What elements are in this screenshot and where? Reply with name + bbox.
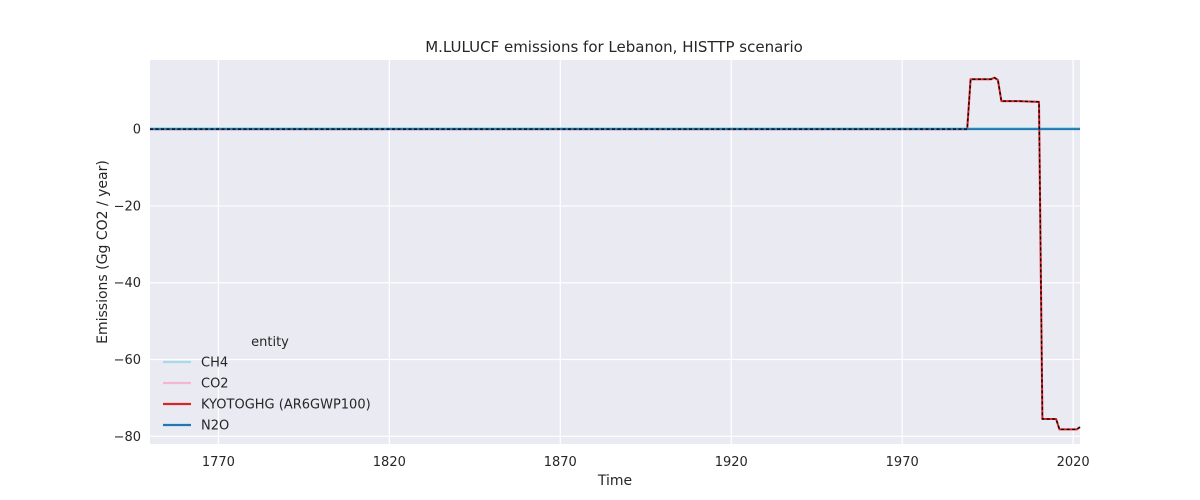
legend-label: KYOTOGHG (AR6GWP100)	[201, 398, 371, 413]
y-axis-ticks: 0 −20 −40 −60 −80	[114, 123, 141, 445]
series-layer	[150, 76, 1081, 431]
x-tick-label: 2020	[1057, 455, 1090, 470]
legend-label: N2O	[201, 419, 229, 434]
y-tick-label: −80	[114, 430, 141, 445]
series-line-total-dashed	[150, 77, 1081, 431]
x-axis-label: Time	[597, 473, 632, 489]
x-tick-label: 1820	[373, 455, 406, 470]
y-tick-label: 0	[133, 123, 141, 138]
x-tick-label: 1870	[544, 455, 577, 470]
y-axis-label: Emissions (Gg CO2 / year)	[95, 160, 111, 344]
legend-label: CO2	[201, 377, 229, 392]
y-tick-label: −40	[114, 276, 141, 291]
legend-label: CH4	[201, 356, 228, 371]
legend: entity CH4 CO2 KYOTOGHG (AR6GWP100) N2O	[163, 335, 371, 434]
x-tick-label: 1970	[886, 455, 919, 470]
x-tick-label: 1770	[202, 455, 235, 470]
x-tick-label: 1920	[715, 455, 748, 470]
y-tick-label: −60	[114, 353, 141, 368]
plot-area	[150, 60, 1080, 444]
x-axis-ticks: 1770 1820 1870 1920 1970 2020	[202, 455, 1090, 470]
legend-title: entity	[251, 335, 289, 350]
y-tick-label: −20	[114, 199, 141, 214]
chart-title: M.LULUCF emissions for Lebanon, HISTTP s…	[425, 38, 803, 56]
